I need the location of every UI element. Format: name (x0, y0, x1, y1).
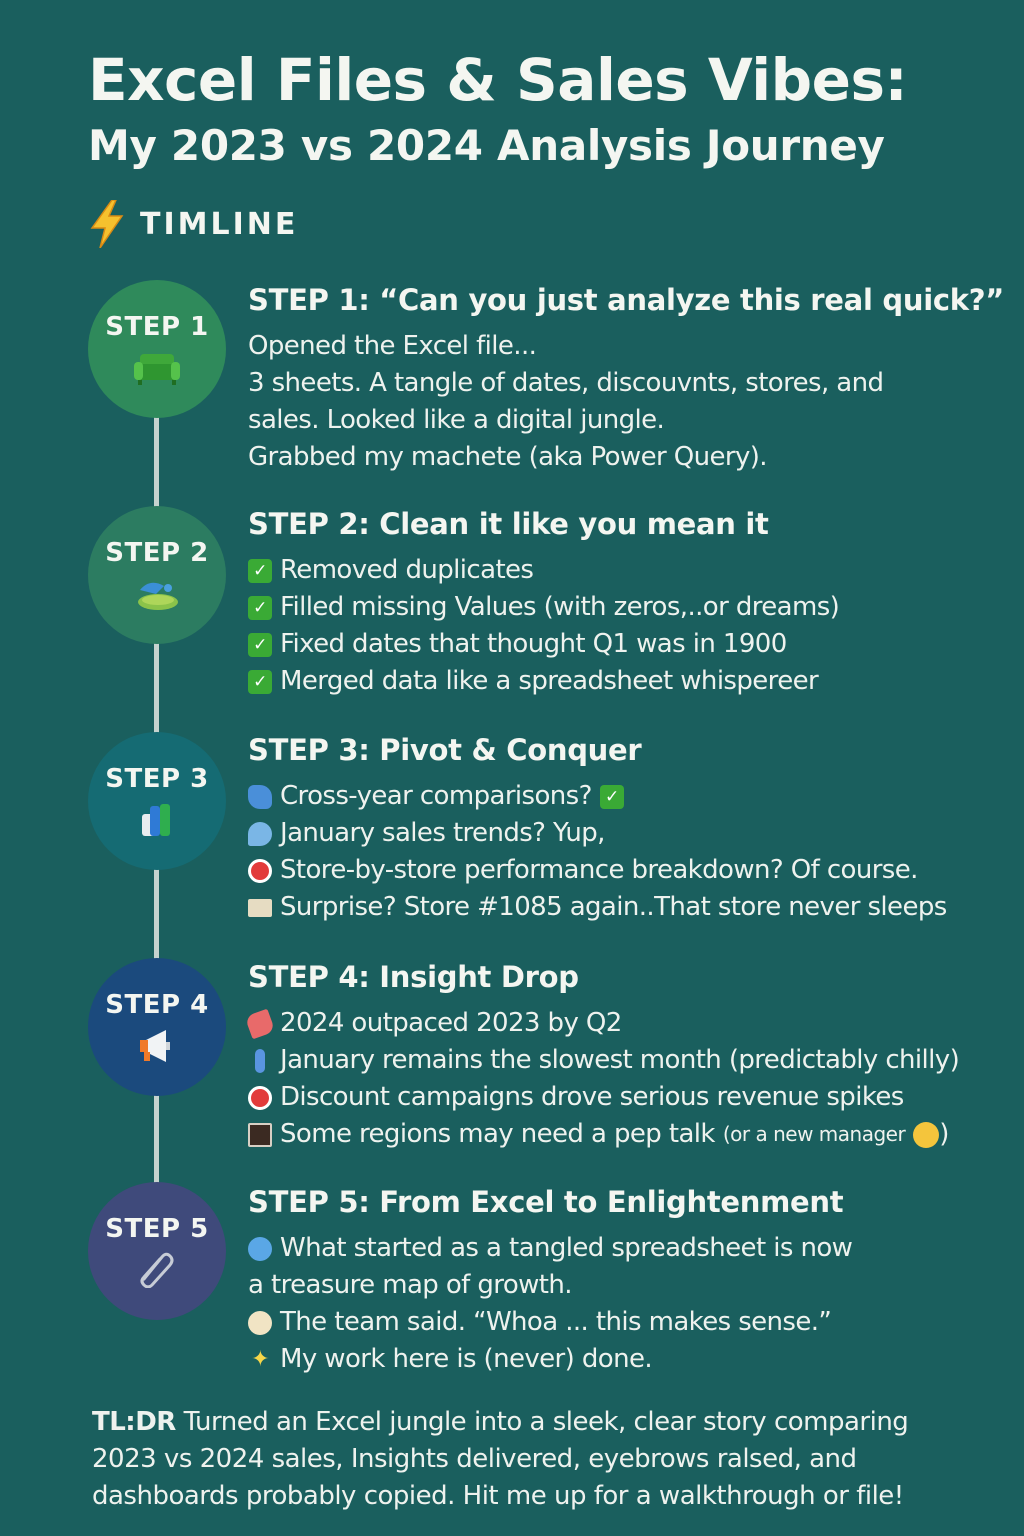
sofa-icon (134, 354, 180, 385)
tldr-label: TL:DR (92, 1407, 176, 1437)
step-5-badge: STEP 5 (88, 1182, 226, 1320)
no-entry-icon (248, 1085, 272, 1110)
envelope-icon (248, 898, 272, 917)
list-item: January sales trends? Yup, (248, 815, 1008, 852)
lightning-icon (90, 200, 124, 248)
list-item: Discount campaigns drove serious revenue… (248, 1079, 1008, 1116)
rocket-icon (244, 1008, 276, 1039)
list-item: 2024 outpaced 2023 by Q2 (244, 1005, 1008, 1042)
step-2-badge-label: STEP 2 (105, 538, 209, 568)
check-icon: ✓ (248, 669, 272, 694)
step-4-badge: STEP 4 (88, 958, 226, 1096)
list-item: ✓ Fixed dates that thought Q1 was in 1900 (248, 626, 1008, 663)
list-item: Store-by-store performance breakdown? Of… (248, 852, 1008, 889)
step-2: STEP 2: Clean it like you mean it ✓ Remov… (248, 504, 1008, 700)
check-icon: ✓ (248, 632, 272, 657)
step-1-badge: STEP 1 (88, 280, 226, 418)
check-icon: ✓ (248, 558, 272, 583)
grinning-face-icon (913, 1121, 940, 1148)
list-item: January remains the slowest month (predi… (248, 1042, 1008, 1079)
list-item: ✓ Removed duplicates (248, 552, 1008, 589)
step-1-badge-label: STEP 1 (105, 312, 209, 342)
list-item: What started as a tangled spreadsheet is… (248, 1230, 1008, 1267)
chart-icon (248, 1122, 272, 1147)
list-item: Some regions may need a pep talk (or a ne… (248, 1116, 1008, 1153)
step-4: STEP 4: Insight Drop 2024 outpaced 2023 … (244, 957, 1008, 1153)
list-item: a treasure map of growth. (248, 1270, 573, 1300)
step-5-badge-label: STEP 5 (105, 1214, 209, 1244)
check-icon: ✓ (248, 595, 272, 620)
list-item: ✦ My work here is (never) done. (248, 1341, 1008, 1378)
step-1-heading: STEP 1: “Can you just analyze this real … (248, 283, 1004, 317)
list-item: ✓ Merged data like a spreadsheet whispere… (248, 663, 1008, 700)
page-title: Excel Files & Sales Vibes: (88, 46, 908, 114)
step-3: STEP 3: Pivot & Conquer Cross-year compa… (248, 730, 1008, 926)
thermometer-icon (255, 1048, 265, 1073)
list-item: Surprise? Store #1085 again..That store … (248, 889, 1008, 926)
face-icon (248, 1310, 272, 1335)
list-item: The team said. “Whoa ... this makes sens… (248, 1304, 1008, 1341)
check-icon: ✓ (599, 784, 624, 809)
cleaning-icon (138, 582, 178, 610)
megaphone-icon (140, 1030, 170, 1062)
step-5: STEP 5: From Excel to Enlightenment What… (248, 1182, 1008, 1378)
target-icon (248, 858, 272, 883)
pivot-chart-icon (142, 804, 170, 836)
step-2-heading: STEP 2: Clean it like you mean it (248, 507, 769, 541)
page-subtitle: My 2023 vs 2024 Analysis Journey (88, 121, 885, 170)
step-2-badge: STEP 2 (88, 506, 226, 644)
step-1: STEP 1: “Can you just analyze this real … (248, 280, 1008, 476)
step-1-line: Grabbed my machete (aka Power Query). (248, 442, 768, 472)
speech-bubble-icon (248, 1236, 272, 1261)
sparkles-icon: ✦ (251, 1346, 269, 1372)
step-3-badge: STEP 3 (88, 732, 226, 870)
timeline-heading: TIMLINE (88, 200, 298, 248)
step-3-heading: STEP 3: Pivot & Conquer (248, 733, 642, 767)
step-1-line: Opened the Excel file... (248, 331, 537, 361)
tldr-summary: TL:DR Turned an Excel jungle into a slee… (92, 1407, 909, 1511)
list-item: ✓ Filled missing Values (with zeros,..or … (248, 589, 1008, 626)
timeline-label: TIMLINE (140, 206, 299, 242)
step-5-heading: STEP 5: From Excel to Enlightenment (248, 1185, 844, 1219)
step-3-badge-label: STEP 3 (105, 764, 209, 794)
pen-icon (248, 784, 272, 809)
step-4-badge-label: STEP 4 (105, 990, 209, 1020)
list-item: Cross-year comparisons? ✓ (248, 778, 1008, 815)
paperclip-icon (140, 1252, 174, 1288)
step-4-heading: STEP 4: Insight Drop (248, 960, 579, 994)
step-1-line: 3 sheets. A tangle of dates, discouvnts,… (248, 368, 884, 398)
step-1-line: sales. Looked like a digital jungle. (248, 405, 665, 435)
balloon-icon (248, 821, 272, 846)
